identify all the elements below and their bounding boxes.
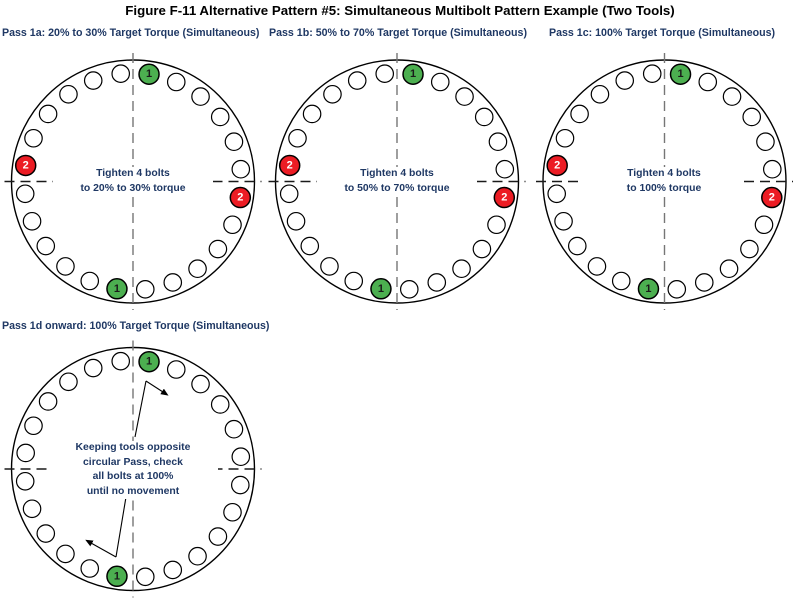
- svg-text:1: 1: [114, 283, 120, 295]
- svg-text:2: 2: [23, 159, 29, 171]
- svg-text:1: 1: [146, 356, 152, 368]
- svg-text:2: 2: [237, 192, 243, 204]
- svg-text:1: 1: [645, 283, 651, 295]
- svg-text:1: 1: [410, 68, 416, 80]
- svg-text:2: 2: [501, 192, 507, 204]
- svg-text:2: 2: [287, 159, 293, 171]
- svg-text:1: 1: [378, 283, 384, 295]
- svg-text:1: 1: [114, 570, 120, 582]
- svg-text:1: 1: [146, 68, 152, 80]
- svg-text:1: 1: [677, 68, 683, 80]
- svg-text:2: 2: [554, 159, 560, 171]
- svg-text:2: 2: [769, 192, 775, 204]
